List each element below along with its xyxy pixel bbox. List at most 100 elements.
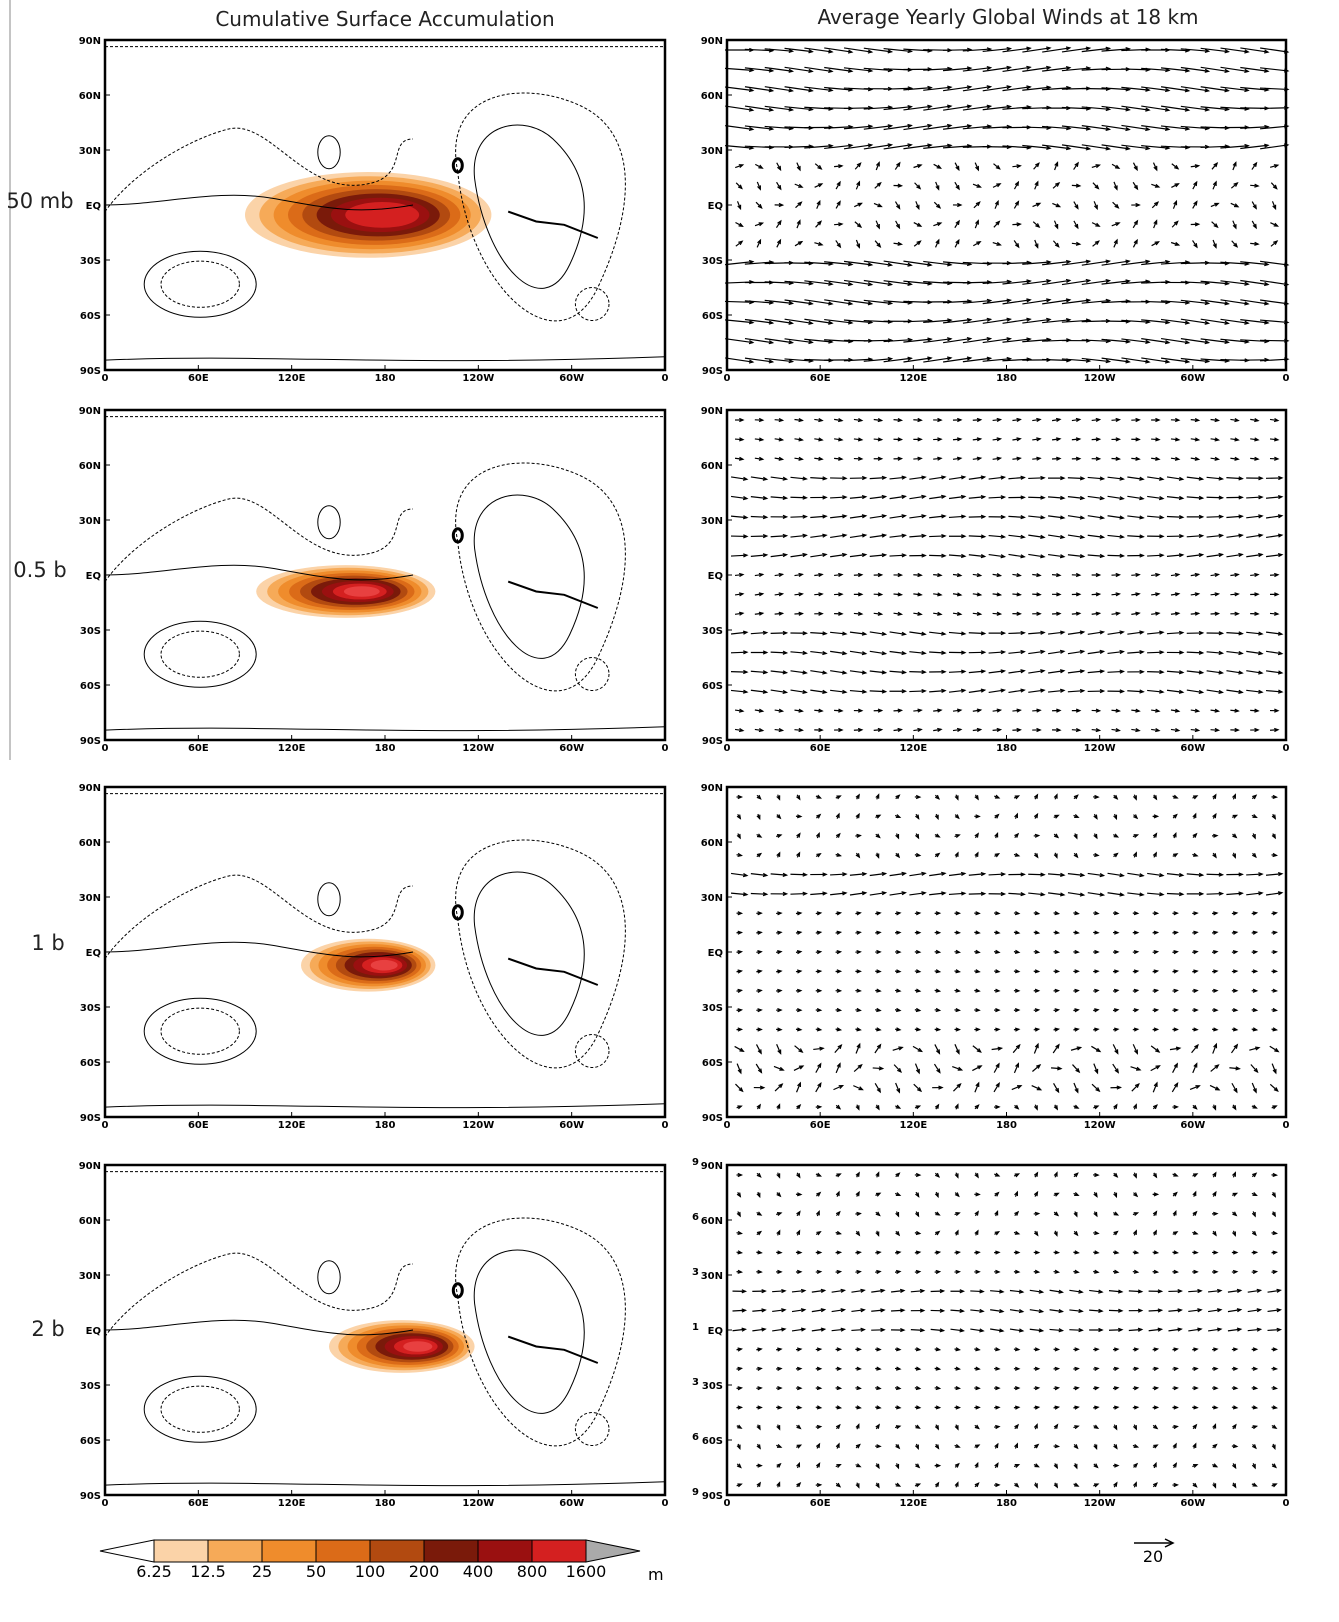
lon-tick-label: 0 [1283, 1120, 1290, 1131]
contour [455, 92, 626, 322]
wind-arrow [831, 1289, 845, 1293]
arrow-head [1014, 1210, 1020, 1216]
arrow-head [1272, 1172, 1279, 1178]
wind-arrow [1141, 125, 1170, 130]
arrow-head [1254, 708, 1260, 713]
lon-tick-label: 180 [996, 1498, 1017, 1509]
arrow-head [816, 852, 822, 858]
arrow-head [979, 1289, 985, 1294]
wind-arrow [770, 689, 787, 694]
arrow-head [842, 891, 848, 896]
wind-arrow [849, 873, 866, 876]
arrow-head [1133, 949, 1140, 955]
wind-arrow [1227, 1328, 1241, 1332]
arrow-head [1139, 476, 1145, 481]
arrow-head [1153, 1269, 1160, 1274]
arrow-head [1075, 572, 1082, 578]
wind-arrow [849, 554, 866, 558]
arrow-head [1139, 892, 1145, 897]
arrow-head [1152, 1229, 1157, 1235]
wind-arrow [1101, 105, 1130, 111]
arrow-head [1218, 514, 1225, 519]
wind-arrow [776, 1044, 782, 1054]
contour [143, 997, 257, 1065]
wind-arrow [1147, 892, 1164, 896]
arrow-head [1095, 417, 1102, 423]
arrow-head [994, 853, 1001, 858]
arrow-head [788, 359, 795, 364]
arrow-head [1253, 1068, 1259, 1074]
arrow-head [781, 1327, 787, 1332]
arrow-head [1065, 65, 1072, 71]
arrow-head [1054, 1192, 1060, 1197]
wind-arrow [849, 689, 866, 693]
wind-arrow [1008, 670, 1025, 674]
arrow-head [1034, 1463, 1040, 1468]
arrow-head [756, 1172, 762, 1178]
arrow-head [777, 969, 783, 974]
arrow-head [1274, 1047, 1280, 1053]
arrow-head [818, 611, 824, 616]
arrow-head [1006, 46, 1013, 52]
arrow-head [1155, 592, 1161, 597]
arrow-head [1078, 1328, 1084, 1333]
arrow-head [861, 871, 868, 877]
arrow-head [836, 852, 842, 857]
wind-arrow [869, 515, 886, 519]
arrow-head [1060, 872, 1066, 877]
wind-arrow [1042, 279, 1070, 286]
arrow-head [1055, 203, 1062, 208]
arrow-head [842, 495, 848, 500]
wind-arrow [1081, 357, 1110, 363]
wind-arrow [830, 650, 847, 655]
arrow-head [1278, 475, 1284, 481]
arrow-head [980, 631, 987, 636]
arrow-head [748, 320, 755, 325]
arrow-head [1034, 1250, 1041, 1255]
arrow-head [820, 1288, 827, 1293]
wind-arrow [764, 86, 793, 92]
wind-arrow [1209, 1084, 1220, 1091]
wind-arrow [1067, 631, 1084, 635]
arrow-head [881, 670, 888, 675]
wind-arrow [1147, 670, 1164, 673]
arrow-head [1046, 317, 1052, 322]
arrow-head [976, 611, 983, 616]
wind-arrow [968, 554, 985, 558]
arrow-head [1273, 222, 1280, 227]
wind-arrow [1141, 338, 1170, 344]
arrow-head [796, 1461, 801, 1468]
arrow-head [1193, 243, 1198, 249]
arrow-head [907, 143, 913, 148]
arrow-head [808, 68, 814, 74]
arrow-head [777, 1269, 783, 1274]
arrow-head [1054, 1087, 1060, 1094]
arrow-head [956, 1083, 962, 1089]
arrow-head [907, 262, 913, 267]
arrow-head [895, 1231, 901, 1237]
arrow-head [788, 68, 795, 73]
arrow-head [1065, 146, 1072, 151]
arrow-head [828, 87, 834, 93]
arrow-head [742, 873, 749, 878]
arrow-head [907, 281, 913, 286]
arrow-head [1178, 689, 1185, 694]
wind-arrow [1160, 337, 1189, 344]
arrow-head [1178, 630, 1185, 635]
arrow-head [835, 1442, 840, 1448]
wind-arrow [1180, 357, 1209, 363]
arrow-head [887, 49, 894, 54]
arrow-head [1159, 496, 1165, 501]
arrow-head [1132, 1103, 1137, 1109]
arrow-head [1095, 164, 1101, 169]
wind-arrow [988, 651, 1005, 654]
arrow-head [895, 834, 900, 840]
arrow-head [881, 651, 888, 656]
wind-arrow [730, 554, 748, 557]
arrow-head [842, 514, 848, 519]
wind-arrow [869, 631, 886, 635]
arrow-head [877, 437, 884, 442]
arrow-head [1036, 708, 1042, 713]
arrow-head [1020, 669, 1026, 674]
wind-arrow [790, 689, 807, 694]
